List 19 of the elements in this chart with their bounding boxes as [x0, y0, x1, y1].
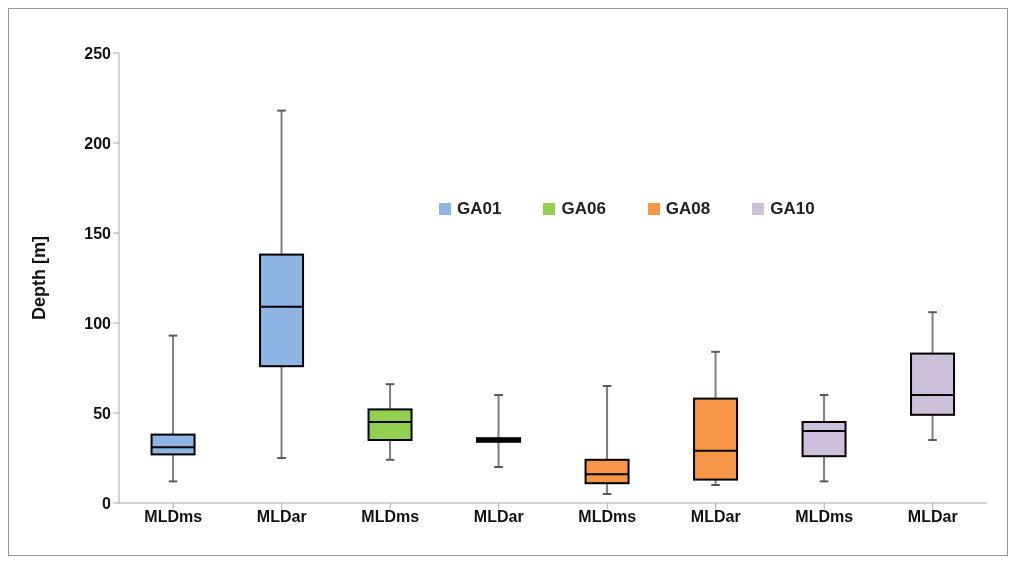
y-tick-label: 150 [84, 224, 112, 242]
x-tick-label: MLDar [907, 508, 958, 526]
x-tick-label: MLDms [795, 508, 854, 526]
y-tick-label: 100 [84, 314, 112, 332]
y-axis-title: Depth [m] [29, 236, 50, 320]
legend-label: GA06 [561, 199, 606, 219]
x-tick-label: MLDms [144, 508, 203, 526]
legend-label: GA08 [665, 199, 711, 219]
x-tick-label: MLDar [690, 508, 741, 526]
x-tick-label: MLDar [473, 508, 524, 526]
x-tick-label: MLDms [361, 508, 420, 526]
y-tick-label: 250 [84, 44, 112, 62]
x-tick-label: MLDar [256, 508, 307, 526]
legend-label: GA10 [770, 199, 815, 219]
y-tick-label: 200 [84, 134, 112, 152]
x-tick-label: MLDms [578, 508, 637, 526]
y-tick-label: 0 [102, 494, 112, 512]
legend-label: GA01 [457, 199, 502, 219]
y-tick-label: 50 [93, 404, 112, 422]
